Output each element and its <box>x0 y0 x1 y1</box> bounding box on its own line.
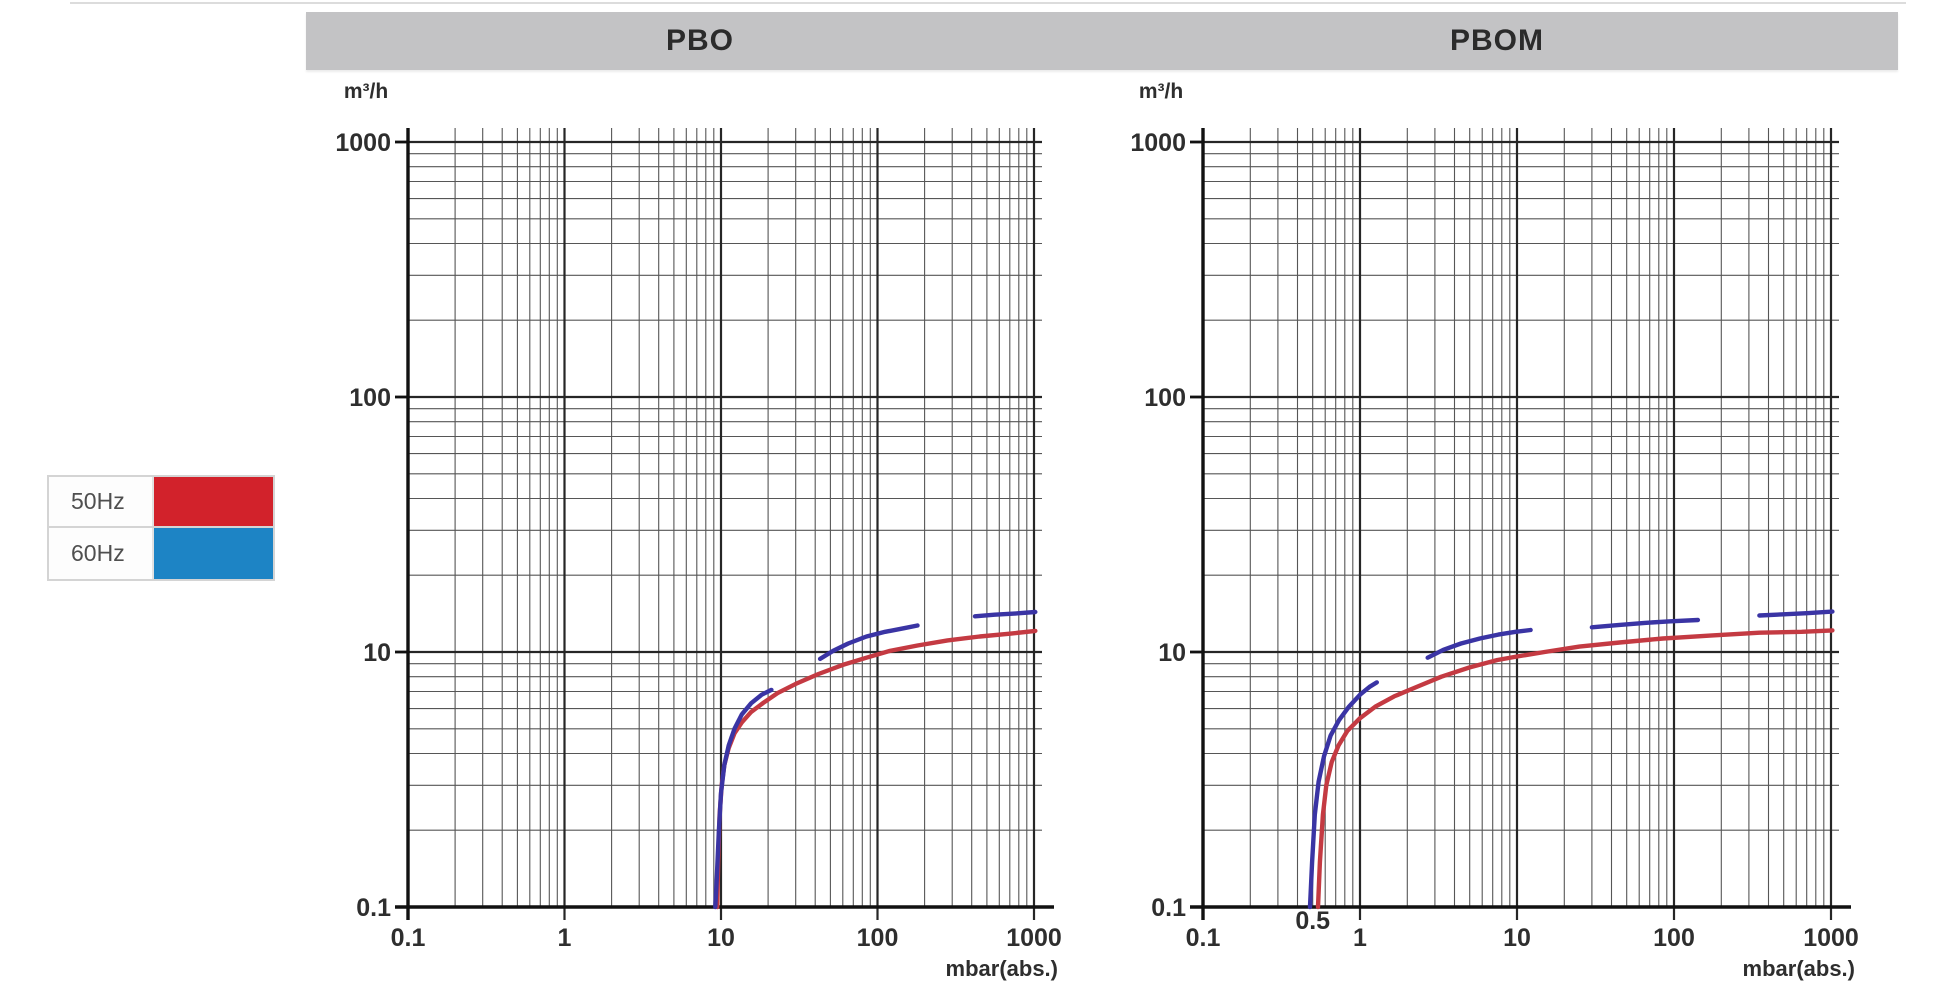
grid-minor <box>1203 128 1839 907</box>
x-tick-label: 1 <box>1353 924 1367 952</box>
x-extra-tick-label: 0.5 <box>1295 907 1330 935</box>
x-tick-label: 0.1 <box>391 924 426 952</box>
frequency-legend: 50Hz 60Hz <box>47 475 275 581</box>
curve-segment-60hz <box>972 609 1038 619</box>
legend-label-50hz: 50Hz <box>49 477 154 526</box>
curve-segment-50hz <box>1315 628 1835 910</box>
y-tick-label: 0.1 <box>356 894 391 922</box>
grid-major <box>1201 128 1839 920</box>
y-tick-label: 10 <box>1158 639 1186 667</box>
x-tick-label: 10 <box>707 924 735 952</box>
chart-title-pbo: PBO <box>665 24 735 57</box>
curve-segment-60hz <box>817 623 920 662</box>
x-tick-labels: 0.1 1 10 100 1000 0.5 <box>1186 907 1859 952</box>
y-tick-label: 1000 <box>335 129 391 157</box>
curve-segment-60hz <box>1757 609 1835 618</box>
chart-pbo: 1000 100 10 0.10.1 1 10 100 1000 m³/h mbar(abs.) <box>335 80 1061 981</box>
grid-minor <box>408 128 1042 907</box>
curve-60hz <box>1307 609 1835 910</box>
y-tick-labels: 1000 100 10 0.1 <box>335 129 391 922</box>
chart-pbom: 1000 100 10 0.10.1 1 10 100 1000 0.5 m³/h mbar(abs… <box>1130 80 1858 981</box>
x-tick-label: 10 <box>1503 924 1531 952</box>
y-tick-label: 100 <box>349 384 391 412</box>
x-tick-label: 1 <box>558 924 572 952</box>
header-bar: PBO PBOM <box>306 12 1898 70</box>
y-axis-unit-label: m³/h <box>344 80 388 103</box>
curve-segment-60hz <box>1589 617 1701 630</box>
x-axis-unit-label: mbar(abs.) <box>946 956 1058 981</box>
curve-segment-60hz <box>1307 680 1379 910</box>
legend-row-50hz: 50Hz <box>49 477 273 528</box>
y-tick-labels: 1000 100 10 0.1 <box>1130 129 1186 922</box>
legend-swatch-50hz <box>154 477 273 526</box>
x-tick-label: 1000 <box>1006 924 1062 952</box>
x-tick-label: 100 <box>1653 924 1695 952</box>
legend-label-60hz: 60Hz <box>49 528 154 579</box>
axes <box>1190 128 1851 920</box>
curve-segment-60hz <box>1425 627 1533 660</box>
x-tick-labels: 0.1 1 10 100 1000 <box>391 924 1062 952</box>
y-axis-unit-label: m³/h <box>1139 80 1183 103</box>
y-tick-label: 0.1 <box>1151 894 1186 922</box>
chart-title-pbom: PBOM <box>1450 24 1544 57</box>
scan-edge-artifact <box>70 2 1906 4</box>
x-tick-label: 0.1 <box>1186 924 1221 952</box>
curve-segment-50hz <box>715 628 1038 910</box>
axes <box>395 128 1054 920</box>
curve-60hz <box>713 609 1038 910</box>
legend-row-60hz: 60Hz <box>49 528 273 579</box>
curve-segment-60hz <box>713 687 774 910</box>
y-tick-label: 10 <box>363 639 391 667</box>
curve-50hz <box>715 628 1038 910</box>
legend-swatch-60hz <box>154 528 273 579</box>
x-tick-label: 1000 <box>1803 924 1859 952</box>
grid-major <box>406 128 1042 920</box>
y-tick-label: 1000 <box>1130 129 1186 157</box>
x-tick-label: 100 <box>857 924 899 952</box>
x-axis-unit-label: mbar(abs.) <box>1743 956 1855 981</box>
curve-50hz <box>1315 628 1835 910</box>
y-tick-label: 100 <box>1144 384 1186 412</box>
